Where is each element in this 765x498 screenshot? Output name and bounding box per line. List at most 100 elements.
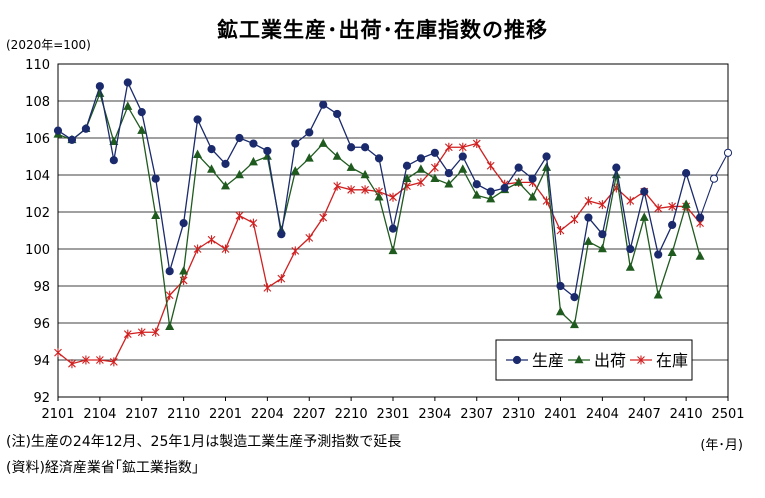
data-point xyxy=(235,211,244,221)
data-point xyxy=(262,151,272,160)
data-point xyxy=(109,156,118,165)
data-point xyxy=(597,243,607,253)
data-point xyxy=(542,152,551,161)
data-point xyxy=(695,251,705,260)
chart-title: 鉱工業生産･出荷･在庫指数の推移 xyxy=(217,18,548,42)
data-point xyxy=(570,293,579,302)
data-point xyxy=(514,177,524,186)
data-point xyxy=(444,179,454,188)
data-point xyxy=(67,135,77,144)
data-point xyxy=(109,357,118,367)
y-unit-label: (2020年=100) xyxy=(6,38,91,52)
data-point xyxy=(612,163,621,172)
data-point xyxy=(123,329,132,339)
data-point xyxy=(360,169,370,179)
data-point xyxy=(151,210,161,219)
x-tick-label: 2107 xyxy=(125,407,158,422)
data-point xyxy=(249,139,258,148)
data-point xyxy=(458,152,467,161)
data-point xyxy=(277,230,286,239)
data-point xyxy=(151,327,160,337)
data-point xyxy=(361,185,369,195)
data-point xyxy=(221,244,230,254)
x-tick-label: 2410 xyxy=(670,407,703,422)
data-point xyxy=(332,151,342,160)
x-tick-label: 2110 xyxy=(167,407,200,422)
series-layer xyxy=(53,78,733,369)
data-point xyxy=(305,128,314,137)
data-point xyxy=(682,169,691,178)
y-tick-label: 96 xyxy=(33,317,50,332)
data-point xyxy=(165,321,175,331)
data-point xyxy=(179,219,188,228)
x-tick-label: 2210 xyxy=(335,407,368,422)
data-point xyxy=(486,187,495,196)
data-point xyxy=(165,290,174,300)
data-point xyxy=(542,162,552,171)
data-point xyxy=(290,166,300,175)
data-point xyxy=(235,133,244,143)
data-point xyxy=(402,173,412,182)
data-point xyxy=(584,213,593,222)
data-point xyxy=(444,142,453,152)
legend: 生産 出荷 在庫 xyxy=(495,339,693,381)
data-point xyxy=(528,174,537,183)
data-point xyxy=(472,190,482,199)
y-tick-label: 94 xyxy=(33,354,50,369)
data-point xyxy=(639,212,649,221)
x-tick-label: 2201 xyxy=(209,407,242,422)
data-point xyxy=(654,203,663,213)
y-tick-label: 92 xyxy=(33,391,50,406)
data-point xyxy=(165,267,174,276)
data-point xyxy=(583,236,593,245)
data-point xyxy=(207,145,216,154)
data-point xyxy=(137,108,146,117)
data-point xyxy=(556,306,565,316)
data-point xyxy=(263,283,272,293)
data-point xyxy=(95,82,104,91)
data-point xyxy=(389,192,397,202)
data-point xyxy=(388,224,398,233)
data-point xyxy=(402,161,412,170)
data-point xyxy=(681,199,691,208)
data-point xyxy=(347,185,356,195)
data-point xyxy=(179,266,189,275)
data-point xyxy=(556,281,565,291)
data-point xyxy=(123,101,133,110)
data-point xyxy=(430,173,440,182)
x-tick-label: 2204 xyxy=(251,407,284,422)
data-point xyxy=(54,348,62,358)
data-point xyxy=(472,139,481,149)
data-point xyxy=(123,78,132,87)
data-point xyxy=(291,246,300,256)
data-point xyxy=(291,139,300,148)
data-point xyxy=(346,162,356,171)
data-point xyxy=(625,262,635,271)
data-point xyxy=(709,174,719,183)
data-point xyxy=(304,153,314,162)
data-point xyxy=(542,196,551,206)
data-point xyxy=(318,138,328,147)
data-point xyxy=(374,154,384,163)
series-出荷 xyxy=(53,88,705,331)
x-tick-label: 2401 xyxy=(544,407,577,422)
data-point xyxy=(626,196,635,206)
data-point xyxy=(333,109,342,119)
legend-marker xyxy=(637,355,645,365)
data-point xyxy=(249,218,258,228)
legend-label: 在庫 xyxy=(656,351,688,370)
legend-label: 出荷 xyxy=(594,351,626,370)
data-point xyxy=(598,200,607,210)
y-tick-label: 102 xyxy=(25,206,50,221)
data-point xyxy=(193,149,203,158)
legend-marker xyxy=(512,355,522,365)
data-point xyxy=(248,156,258,166)
data-point xyxy=(137,125,147,134)
data-point xyxy=(53,126,63,135)
data-point xyxy=(653,290,663,299)
x-tick-label: 2304 xyxy=(418,407,451,422)
data-point xyxy=(528,192,538,201)
data-point xyxy=(598,230,607,239)
data-point xyxy=(472,180,481,189)
data-point xyxy=(82,355,90,365)
